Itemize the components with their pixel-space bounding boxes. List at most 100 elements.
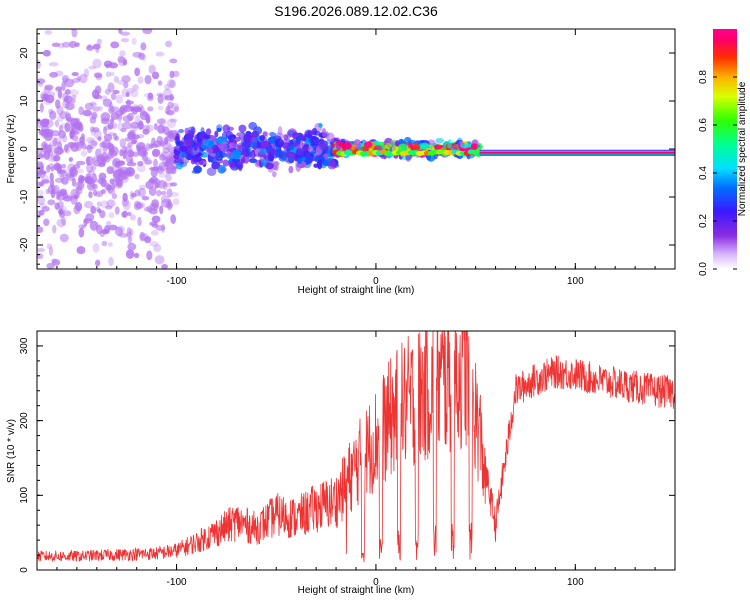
spectrogram-cell (101, 240, 108, 247)
spectrogram-cell (83, 68, 90, 78)
spectrogram-cell (208, 140, 216, 150)
spectrogram-cell (137, 160, 144, 167)
spectrogram-cell (165, 105, 171, 111)
spectrogram-cell (127, 87, 135, 94)
spectrogram-cell (92, 160, 102, 167)
spectrogram-cell (142, 128, 150, 135)
spectrogram-cell (101, 95, 108, 102)
spectrogram-cell (107, 278, 115, 282)
spectrogram-cell (60, 122, 68, 129)
spectrogram-cell (434, 144, 442, 151)
spectrogram-cell (329, 159, 336, 167)
spectrogram-cell (65, 102, 75, 111)
spectrogram-cell (447, 139, 453, 149)
spectrogram-cell (124, 166, 134, 175)
spectrogram-cell (112, 169, 123, 179)
spectrogram-cell (89, 180, 94, 188)
spectrogram-cell (95, 48, 100, 54)
spectrogram-cell (166, 188, 173, 198)
colorbar-ticks: 0.0 0.2 0.4 0.6 0.8 (698, 70, 737, 276)
spectrogram-cell (46, 164, 51, 173)
spectrogram-cell (93, 72, 103, 79)
spectrogram-cell (130, 139, 137, 145)
spectrogram-cell (126, 211, 132, 217)
snr-x-tick-label: 100 (567, 577, 584, 588)
spectrogram-cell (125, 91, 130, 98)
spectrogram-cell (150, 230, 159, 236)
spectrogram-cell (107, 82, 115, 93)
spectrogram-cell (109, 106, 120, 113)
spectrogram-cell (108, 62, 119, 69)
spectrogram-cell (148, 143, 154, 150)
spectrogram-cell (92, 189, 98, 197)
spectrogram-cell (110, 92, 117, 101)
spectrogram-cell (272, 171, 277, 178)
spectrogram-cell (138, 184, 146, 191)
spectrogram-cell (37, 78, 46, 84)
spectrogram-cell (168, 79, 176, 89)
spectrogram-cell (310, 136, 320, 146)
spectrogram-cell (122, 200, 131, 211)
spectrogram-tone-band (479, 151, 675, 154)
spectrogram-cell (57, 42, 65, 49)
spectrogram-x-tick-label: 0 (373, 276, 379, 287)
spectrogram-cell (165, 167, 172, 175)
spectrogram-cell (47, 199, 56, 206)
spectrogram-cell (151, 215, 161, 223)
spectrogram-cell (190, 126, 196, 134)
spectrogram-cell (385, 142, 392, 150)
spectrogram-cell (130, 90, 139, 98)
spectrogram-cell (105, 205, 113, 210)
colorbar-tick-label: 0.0 (698, 262, 709, 276)
spectrogram-cell (407, 144, 413, 149)
spectrogram-tone-cell (471, 149, 480, 155)
spectrogram-cell (56, 218, 66, 228)
spectrogram-cell (37, 121, 44, 129)
spectrogram-cell (82, 109, 92, 117)
spectrogram-cell (134, 67, 141, 77)
spectrogram-cell (140, 42, 147, 51)
spectrogram-cell (287, 155, 294, 164)
spectrogram-cell (46, 243, 53, 250)
spectrogram-cell (144, 206, 150, 212)
spectrogram-cell (428, 144, 434, 152)
spectrogram-cell (47, 155, 58, 162)
spectrogram-cell (288, 165, 294, 174)
spectrogram-cell (37, 247, 46, 253)
spectrogram-cell (40, 129, 50, 139)
spectrogram-cell (137, 216, 142, 227)
spectrogram-cell (141, 195, 150, 201)
spectrogram-cell (119, 50, 126, 57)
spectrogram-cell (224, 151, 232, 158)
spectrogram-cell (137, 146, 147, 157)
spectrogram-cell (86, 163, 94, 174)
spectrogram-cell (37, 59, 42, 69)
spectrogram-cell (262, 131, 268, 137)
spectrogram-cell (121, 174, 129, 183)
spectrogram-cell (120, 38, 130, 43)
spectrogram-cell (108, 144, 115, 152)
spectrogram-cell (58, 130, 66, 139)
spectrogram-cell (107, 11, 113, 16)
spectrogram-cell (43, 86, 52, 93)
spectrogram-cell (100, 189, 106, 195)
spectrogram-cell (100, 112, 111, 122)
spectrogram-cell (238, 163, 243, 172)
spectrogram-cell (95, 148, 102, 159)
snr-y-ticks: 0 100 200 300 (19, 330, 675, 573)
spectrogram-cell (37, 253, 44, 260)
spectrogram-cell (72, 192, 80, 199)
spectrogram-cell (435, 137, 445, 144)
spectrogram-cell (91, 111, 98, 120)
spectrogram-cell (124, 137, 133, 142)
spectrogram-cell (201, 151, 208, 158)
spectrogram-cell (74, 139, 81, 146)
spectrogram-cell (133, 252, 140, 259)
spectrogram-cell (52, 137, 58, 147)
spectrogram-cell (62, 98, 70, 109)
snr-x-tick-label: 0 (373, 577, 379, 588)
spectrogram-cell (44, 118, 54, 128)
spectrogram-cell (43, 218, 50, 226)
spectrogram-cell (122, 121, 132, 130)
spectrogram-cell (48, 108, 54, 115)
